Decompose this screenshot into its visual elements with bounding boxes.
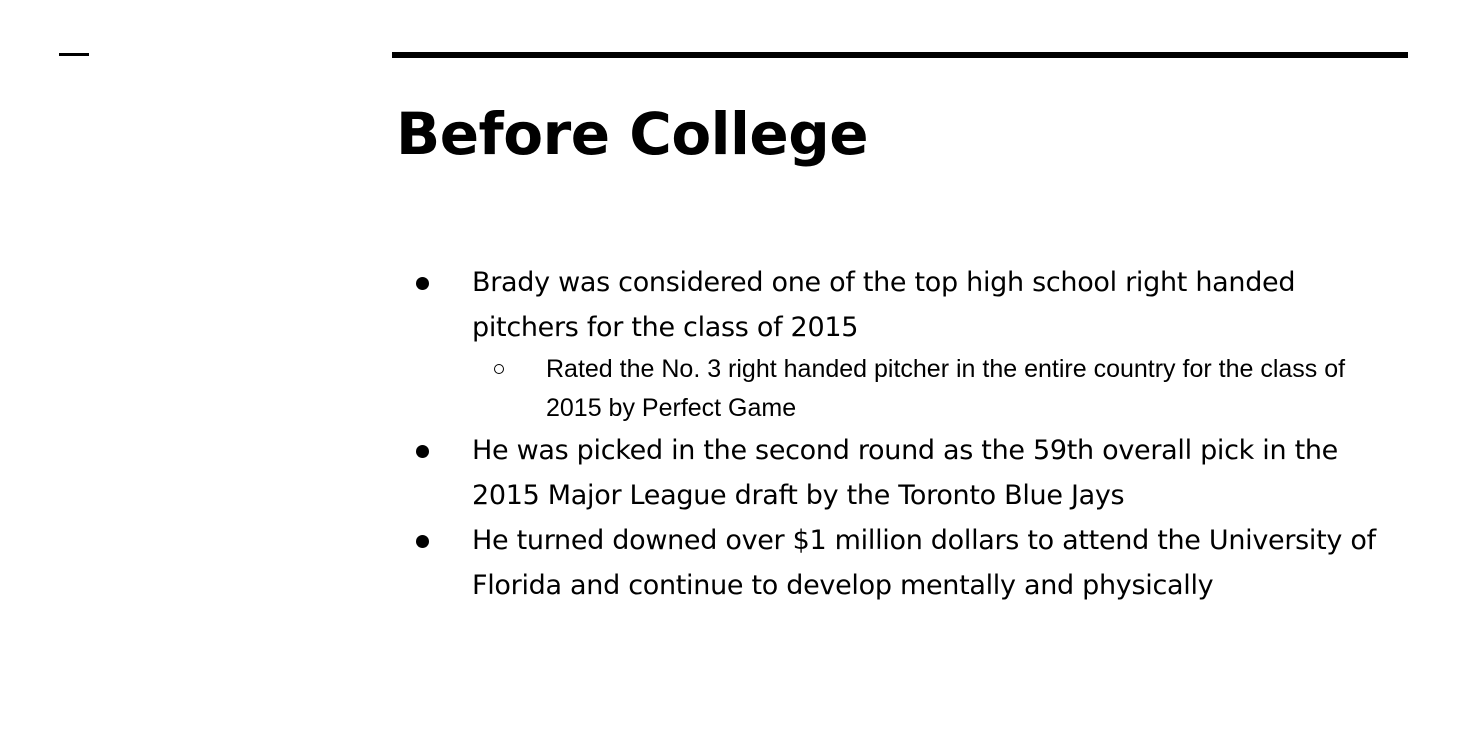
bullet-item-3: He turned downed over $1 million dollars…: [416, 518, 1376, 608]
bullet-dot-icon: [416, 445, 429, 458]
bullet-text-2: He was picked in the second round as the…: [472, 435, 1338, 511]
bullet-list: Brady was considered one of the top high…: [416, 260, 1376, 608]
slide-title: Before College: [396, 100, 869, 168]
sub-bullet-circle-icon: [494, 364, 504, 374]
bullet-dot-icon: [416, 277, 429, 290]
title-rule: [392, 52, 1408, 58]
left-dash-decoration: [59, 53, 89, 56]
bullet-dot-icon: [416, 535, 429, 548]
bullet-item-2: He was picked in the second round as the…: [416, 428, 1376, 518]
bullet-text-3: He turned downed over $1 million dollars…: [472, 525, 1376, 601]
sub-bullet-text-1: Rated the No. 3 right handed pitcher in …: [546, 355, 1346, 422]
bullet-text-1: Brady was considered one of the top high…: [472, 267, 1296, 343]
sub-bullet-item-1: Rated the No. 3 right handed pitcher in …: [494, 350, 1376, 428]
bullet-item-1: Brady was considered one of the top high…: [416, 260, 1376, 350]
